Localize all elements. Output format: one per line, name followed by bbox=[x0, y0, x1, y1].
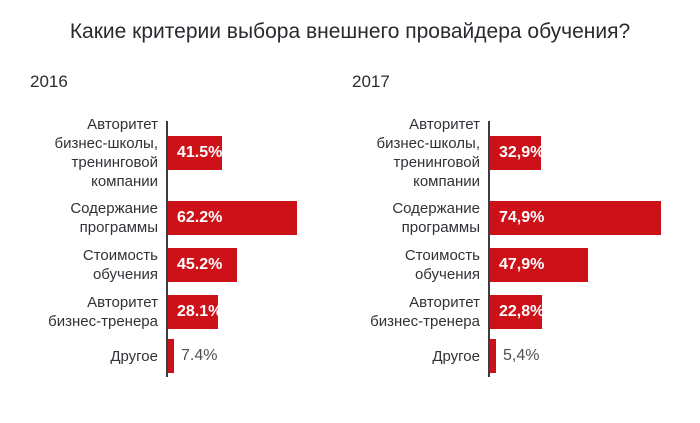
value-label: 22,8% bbox=[499, 302, 545, 320]
value-label: 62.2% bbox=[177, 208, 223, 226]
value-label: 32,9% bbox=[499, 144, 545, 161]
bar: 47,9% bbox=[490, 247, 588, 282]
value-label: 7.4% bbox=[181, 347, 218, 364]
category-label: Авторитет бизнес-тренера bbox=[370, 293, 480, 330]
axis-line bbox=[166, 121, 168, 377]
value-label: 28.1% bbox=[177, 302, 223, 320]
bar-row: Содержание программы 62.2% bbox=[30, 194, 352, 241]
category-label: Авторитет бизнес-тренера bbox=[48, 293, 158, 330]
bar-row: Авторитет бизнес-школы, тренинговой комп… bbox=[30, 112, 352, 194]
bar: 41.5% bbox=[168, 136, 222, 170]
bar bbox=[168, 339, 174, 373]
bar-area: 7.4% bbox=[168, 335, 352, 377]
value-label: 5,4% bbox=[503, 347, 540, 364]
bar-area: 47,9% bbox=[490, 241, 700, 288]
category-label: Стоимость обучения bbox=[404, 246, 480, 283]
bar-row: Авторитет бизнес-школы, тренинговой комп… bbox=[352, 112, 700, 194]
bar-area: 32,9% bbox=[490, 112, 700, 194]
bar-area: 41.5% bbox=[168, 112, 352, 194]
bar-row: Другое 7.4% bbox=[30, 335, 352, 377]
bar-area: 28.1% bbox=[168, 288, 352, 335]
category-label: Стоимость обучения bbox=[82, 246, 158, 283]
category-label: Содержание программы bbox=[70, 199, 158, 236]
chart-title: Какие критерии выбора внешнего провайдер… bbox=[69, 20, 631, 43]
bar: 45.2% bbox=[168, 247, 237, 282]
bar: 62.2% bbox=[168, 200, 297, 235]
bar-row: Другое 5,4% bbox=[352, 335, 700, 377]
bar-area: 62.2% bbox=[168, 194, 352, 241]
bar-rows: Авторитет бизнес-школы, тренинговой комп… bbox=[30, 112, 352, 377]
value-label: 47,9% bbox=[499, 255, 545, 273]
bar-area: 74,9% bbox=[490, 194, 700, 241]
bar-row: Авторитет бизнес-тренера 28.1% bbox=[30, 288, 352, 335]
chart-2016: 2016 Авторитет бизнес-школы, тренинговой… bbox=[30, 72, 352, 377]
category-label: Другое bbox=[432, 347, 480, 365]
value-label: 45.2% bbox=[177, 255, 223, 273]
charts-container: 2016 Авторитет бизнес-школы, тренинговой… bbox=[0, 72, 700, 377]
bar-row: Содержание программы 74,9% bbox=[352, 194, 700, 241]
bar bbox=[490, 339, 496, 373]
category-label: Другое bbox=[110, 347, 158, 365]
bar: 28.1% bbox=[168, 294, 222, 329]
bar: 32,9% bbox=[490, 136, 545, 170]
bar-area: 22,8% bbox=[490, 288, 700, 335]
chart-2017: 2017 Авторитет бизнес-школы, тренинговой… bbox=[352, 72, 700, 377]
bar-area: 5,4% bbox=[490, 335, 700, 377]
bar-row: Стоимость обучения 45.2% bbox=[30, 241, 352, 288]
year-label: 2016 bbox=[30, 72, 68, 91]
category-label: Содержание программы bbox=[392, 199, 480, 236]
category-label: Авторитет бизнес-школы, тренинговой комп… bbox=[54, 116, 158, 190]
year-label: 2017 bbox=[352, 72, 390, 91]
bar: 22,8% bbox=[490, 294, 545, 329]
bar-rows: Авторитет бизнес-школы, тренинговой комп… bbox=[352, 112, 700, 377]
bar-area: 45.2% bbox=[168, 241, 352, 288]
bar: 74,9% bbox=[490, 200, 661, 235]
axis-line bbox=[488, 121, 490, 377]
bar-row: Авторитет бизнес-тренера 22,8% bbox=[352, 288, 700, 335]
value-label: 74,9% bbox=[499, 208, 545, 226]
bar-row: Стоимость обучения 47,9% bbox=[352, 241, 700, 288]
category-label: Авторитет бизнес-школы, тренинговой комп… bbox=[376, 116, 480, 190]
value-label: 41.5% bbox=[177, 144, 223, 161]
